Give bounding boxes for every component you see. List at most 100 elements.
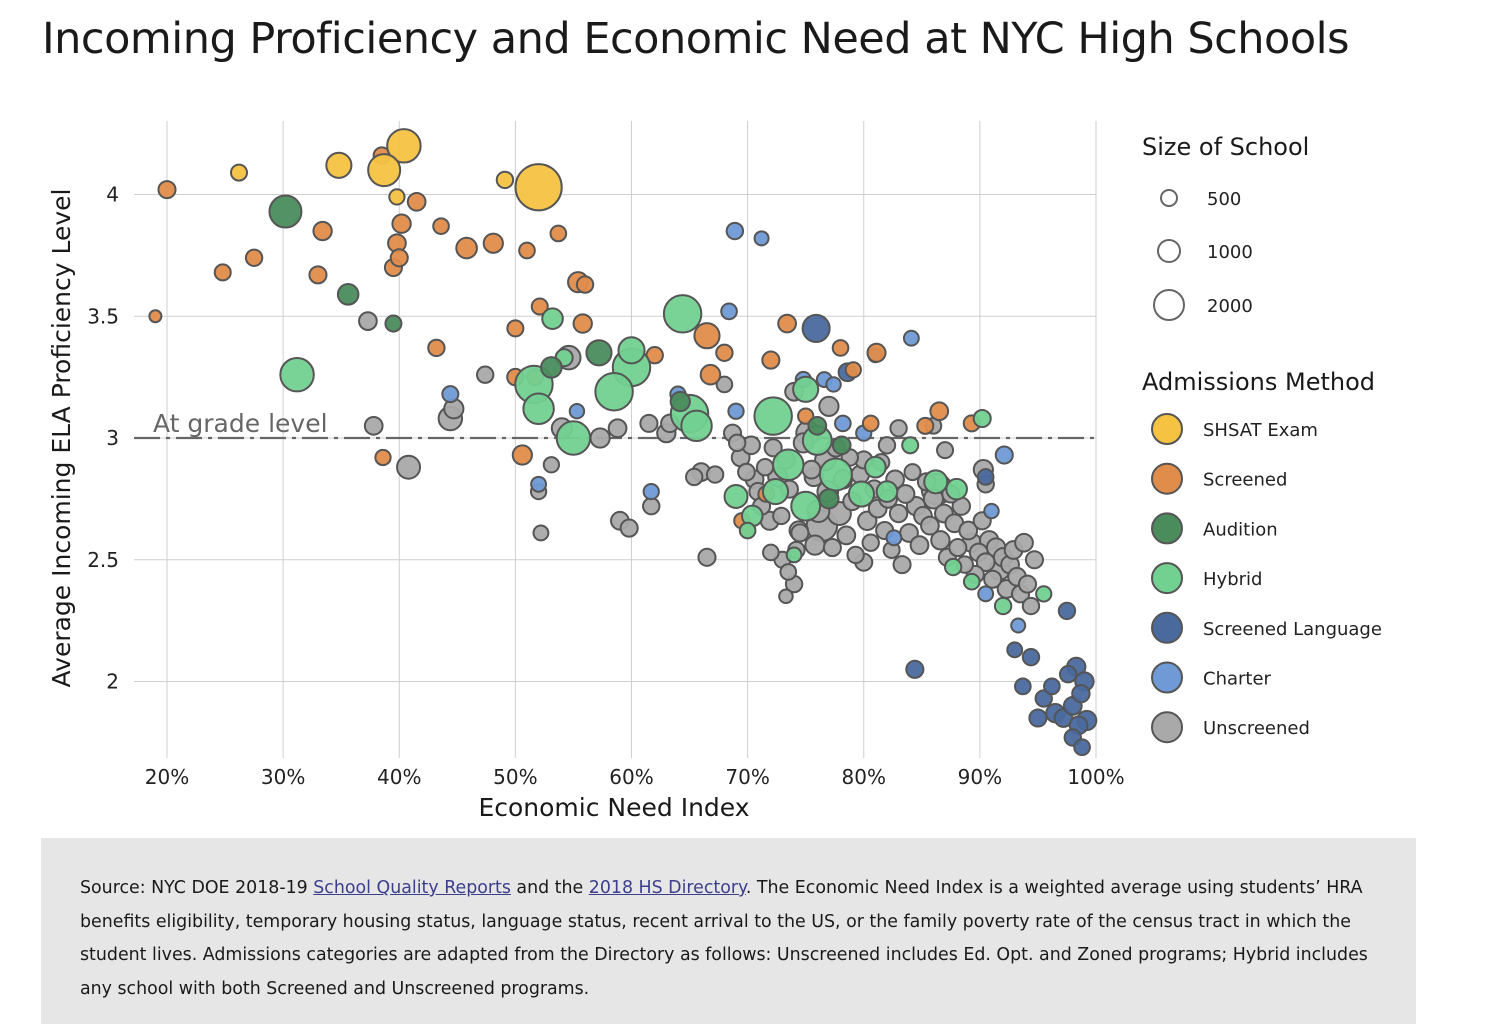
school-point[interactable] <box>903 463 922 482</box>
school-point[interactable] <box>705 465 725 484</box>
school-point[interactable] <box>761 478 790 506</box>
school-point[interactable] <box>693 322 721 350</box>
school-point[interactable] <box>753 396 793 436</box>
school-point[interactable] <box>831 435 852 456</box>
school-point[interactable] <box>572 313 593 334</box>
school-point[interactable] <box>308 265 328 285</box>
school-point[interactable] <box>818 457 853 492</box>
school-point[interactable] <box>790 523 810 543</box>
school-point[interactable] <box>680 409 713 443</box>
school-point[interactable] <box>374 448 392 467</box>
school-point[interactable] <box>367 153 402 188</box>
school-point[interactable] <box>530 297 549 316</box>
school-point[interactable] <box>589 427 611 449</box>
school-point[interactable] <box>983 569 1003 589</box>
school-point[interactable] <box>642 496 661 516</box>
school-point[interactable] <box>994 445 1014 465</box>
school-point[interactable] <box>1014 532 1034 553</box>
school-point[interactable] <box>875 480 899 503</box>
school-point[interactable] <box>279 356 315 393</box>
school-point[interactable] <box>699 363 722 386</box>
school-point[interactable] <box>568 402 586 420</box>
school-point[interactable] <box>902 329 920 347</box>
school-point[interactable] <box>391 213 412 234</box>
school-point[interactable] <box>715 343 734 362</box>
school-point[interactable] <box>1006 641 1024 659</box>
school-point[interactable] <box>669 390 691 413</box>
school-point[interactable] <box>755 458 775 477</box>
school-point[interactable] <box>542 456 561 474</box>
school-point[interactable] <box>540 356 563 379</box>
school-point[interactable] <box>836 525 857 546</box>
school-point[interactable] <box>1021 647 1041 667</box>
school-point[interactable] <box>619 518 639 538</box>
school-point[interactable] <box>157 180 177 200</box>
school-point[interactable] <box>831 339 850 357</box>
school-point[interactable] <box>363 415 384 436</box>
school-point[interactable] <box>792 375 820 403</box>
school-point[interactable] <box>930 530 951 551</box>
school-point[interactable] <box>549 224 568 243</box>
school-point[interactable] <box>514 163 563 212</box>
school-point[interactable] <box>406 191 427 212</box>
school-point[interactable] <box>777 313 797 334</box>
school-point[interactable] <box>737 462 756 482</box>
school-point[interactable] <box>804 534 826 556</box>
school-point[interactable] <box>818 488 840 510</box>
school-point[interactable] <box>336 283 360 306</box>
school-point[interactable] <box>432 217 450 235</box>
school-point[interactable] <box>923 469 949 495</box>
school-point[interactable] <box>1017 574 1038 594</box>
school-point[interactable] <box>482 232 504 254</box>
school-point[interactable] <box>585 339 613 367</box>
school-point[interactable] <box>1043 677 1061 696</box>
school-point[interactable] <box>822 538 842 558</box>
school-point[interactable] <box>993 596 1013 616</box>
school-point[interactable] <box>892 555 912 575</box>
school-point[interactable] <box>1010 617 1027 634</box>
school-point[interactable] <box>455 236 478 260</box>
school-point[interactable] <box>901 436 920 455</box>
school-point[interactable] <box>801 313 831 343</box>
school-point[interactable] <box>441 385 460 404</box>
school-point[interactable] <box>148 309 163 324</box>
school-point[interactable] <box>506 319 525 338</box>
school-point[interactable] <box>555 420 592 456</box>
school-point[interactable] <box>1035 585 1053 603</box>
school-point[interactable] <box>388 188 406 206</box>
school-point[interactable] <box>846 545 865 565</box>
school-point[interactable] <box>738 521 757 540</box>
school-point[interactable] <box>396 454 422 480</box>
school-point[interactable] <box>779 563 798 581</box>
school-point[interactable] <box>958 520 979 541</box>
school-point[interactable] <box>762 543 780 562</box>
school-point[interactable] <box>943 557 963 577</box>
school-point[interactable] <box>642 482 660 501</box>
school-point[interactable] <box>785 546 803 564</box>
school-point[interactable] <box>877 436 897 455</box>
school-point[interactable] <box>697 547 717 567</box>
school-point[interactable] <box>916 416 935 435</box>
school-point[interactable] <box>866 342 887 363</box>
school-point[interactable] <box>725 221 745 241</box>
school-point[interactable] <box>825 376 842 393</box>
school-point[interactable] <box>945 477 968 501</box>
school-point[interactable] <box>962 572 981 591</box>
school-point[interactable] <box>495 170 515 190</box>
school-point[interactable] <box>1024 550 1044 570</box>
school-point[interactable] <box>1014 677 1032 696</box>
school-point[interactable] <box>888 503 909 524</box>
school-point[interactable] <box>475 365 495 384</box>
school-point[interactable] <box>929 401 950 422</box>
school-point[interactable] <box>244 248 264 268</box>
school-point[interactable] <box>885 529 903 547</box>
school-point[interactable] <box>905 659 925 679</box>
school-point[interactable] <box>975 552 996 573</box>
school-point[interactable] <box>753 230 770 247</box>
school-point[interactable] <box>720 302 738 321</box>
school-point[interactable] <box>763 438 783 458</box>
school-point[interactable] <box>861 414 880 433</box>
school-point[interactable] <box>790 490 822 522</box>
school-point[interactable] <box>1071 683 1091 704</box>
school-point[interactable] <box>772 506 791 526</box>
